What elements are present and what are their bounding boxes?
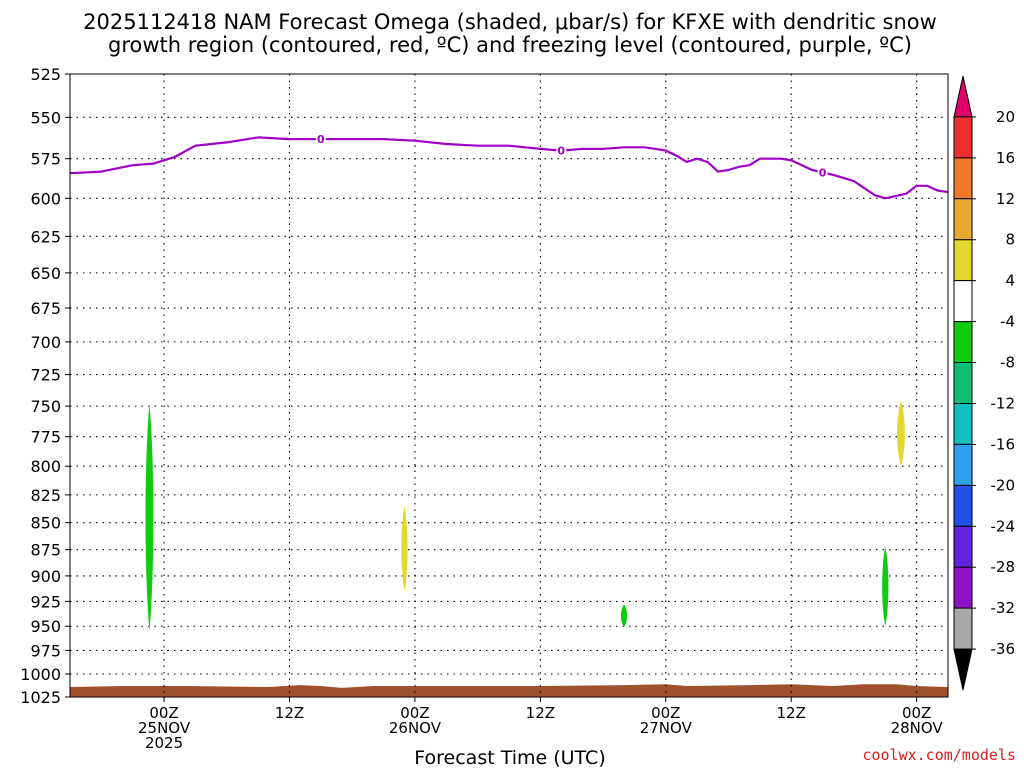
x-axis-label: Forecast Time (UTC) xyxy=(414,747,605,768)
y-tick-label-900: 900 xyxy=(30,567,61,586)
freezing-level-label-bg-1 xyxy=(315,132,326,147)
colorbar-label-2: 16 xyxy=(996,149,1015,167)
y-tick-label-525: 525 xyxy=(30,65,61,84)
colorbar-label-7: -8 xyxy=(1000,354,1015,372)
colorbar-label-12: -28 xyxy=(991,558,1016,576)
omega-region-3 xyxy=(882,546,889,627)
colorbar-swatch-14 xyxy=(953,607,973,650)
plot-frame xyxy=(69,73,949,698)
y-tick-label-750: 750 xyxy=(30,397,61,416)
colorbar-swatch-6 xyxy=(953,280,973,323)
colorbar-swatch-7 xyxy=(953,321,973,364)
y-tick-label-650: 650 xyxy=(30,264,61,283)
omega-region-5 xyxy=(897,401,905,467)
chart-title-line1: 2025112418 NAM Forecast Omega (shaded, μ… xyxy=(83,10,937,34)
y-tick-label-975: 975 xyxy=(30,641,61,660)
x-tick-label-30-1: 12Z xyxy=(526,704,555,722)
colorbar-label-1: 20 xyxy=(996,108,1015,126)
x-tick-label-18-1: 00Z xyxy=(400,704,429,722)
y-tick-label-850: 850 xyxy=(30,514,61,533)
colorbar-label-10: -20 xyxy=(991,476,1016,494)
x-tick-label-6-1: 12Z xyxy=(275,704,304,722)
x-tick-label-66-1: 00Z xyxy=(902,704,931,722)
colorbar-swatch-3 xyxy=(953,157,973,200)
omega-region-2 xyxy=(620,604,628,628)
y-tick-label-825: 825 xyxy=(30,486,61,505)
x-tick-label-54-1: 12Z xyxy=(777,704,806,722)
colorbar-label-8: -12 xyxy=(991,394,1016,412)
x-tick-label--6-1: 00Z xyxy=(149,704,178,722)
x-tick-label--6-2: 25NOV xyxy=(138,719,191,737)
freezing-level-label-2: 0 xyxy=(557,145,565,158)
x-tick-label-42-1: 00Z xyxy=(651,704,680,722)
colorbar-swatch-9 xyxy=(953,402,973,445)
x-tick-label-42-2: 27NOV xyxy=(640,719,693,737)
colorbar-label-13: -32 xyxy=(991,599,1016,617)
colorbar-label-5: 4 xyxy=(1005,272,1015,290)
y-tick-label-700: 700 xyxy=(30,333,61,352)
colorbar: 20 16 12 8 4 -4 -8 -12 -16 -20 -24 -28 -32 -36 xyxy=(953,75,1016,691)
freezing-level-label-1: 0 xyxy=(317,133,325,146)
y-tick-label-775: 775 xyxy=(30,428,61,447)
colorbar-swatch-10 xyxy=(953,443,973,486)
chart-title-line2: growth region (contoured, red, ºC) and f… xyxy=(108,33,912,57)
colorbar-swatch-1 xyxy=(953,75,973,118)
y-tick-label-1000: 1000 xyxy=(20,665,61,684)
colorbar-label-14: -36 xyxy=(991,640,1016,658)
colorbar-label-4: 8 xyxy=(1005,231,1015,249)
freezing-level-line xyxy=(69,136,949,200)
surface-terrain xyxy=(70,684,948,697)
colorbar-label-9: -16 xyxy=(991,435,1016,453)
omega-region-1 xyxy=(145,403,154,632)
y-tick-label-875: 875 xyxy=(30,541,61,560)
colorbar-swatch-5 xyxy=(953,239,973,282)
credit-label: coolwx.com/models xyxy=(862,746,1016,764)
y-tick-label-550: 550 xyxy=(30,108,61,127)
plot-area: 525 550 575 600 625 650 675 700 725 750 775 800 825 8… xyxy=(20,65,949,752)
colorbar-swatch-13 xyxy=(953,566,973,609)
y-tick-label-725: 725 xyxy=(30,366,61,385)
y-tick-label-675: 675 xyxy=(30,299,61,318)
colorbar-label-3: 12 xyxy=(996,190,1015,208)
colorbar-swatch-11 xyxy=(953,484,973,527)
y-tick-label-575: 575 xyxy=(30,150,61,169)
freezing-level-label-bg-2 xyxy=(556,143,567,158)
freezing-level-label-3: 0 xyxy=(819,166,827,179)
omega-region-4 xyxy=(401,506,408,592)
colorbar-label-6: -4 xyxy=(1000,313,1015,331)
colorbar-label-11: -24 xyxy=(991,517,1016,535)
x-tick-label-18-2: 26NOV xyxy=(389,719,442,737)
colorbar-swatch-8 xyxy=(953,362,973,404)
y-tick-label-800: 800 xyxy=(30,457,61,476)
colorbar-swatch-4 xyxy=(953,198,973,241)
colorbar-swatch-2 xyxy=(953,116,973,159)
y-tick-label-600: 600 xyxy=(30,189,61,208)
x-tick-label--6-3: 2025 xyxy=(145,734,183,752)
y-tick-label-925: 925 xyxy=(30,592,61,611)
freezing-level-label-bg-3 xyxy=(817,165,828,180)
y-tick-label-950: 950 xyxy=(30,617,61,636)
y-tick-label-1025: 1025 xyxy=(20,688,61,707)
colorbar-swatch-12 xyxy=(953,525,973,568)
y-tick-label-625: 625 xyxy=(30,227,61,246)
x-tick-label-66-2: 28NOV xyxy=(891,719,944,737)
colorbar-swatch-15 xyxy=(953,648,973,691)
